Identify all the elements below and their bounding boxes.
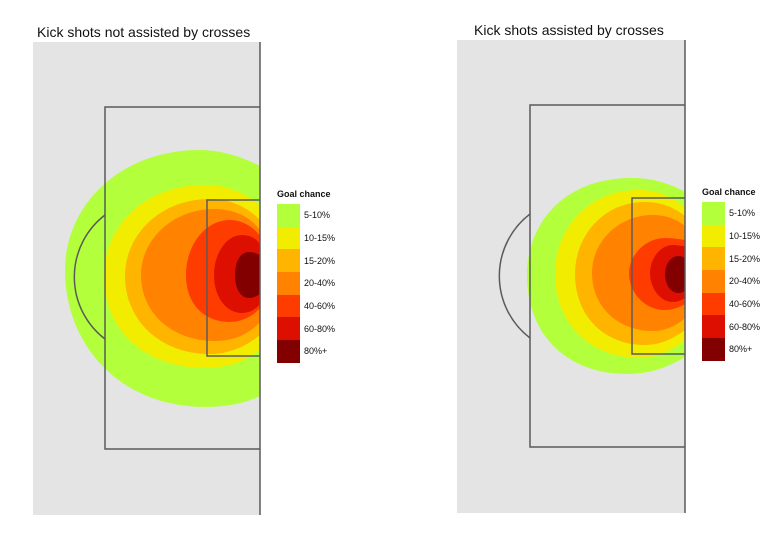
- legend-item: 5-10%: [702, 202, 760, 225]
- legend-label: 5-10%: [729, 208, 756, 219]
- pitch-lines: [498, 40, 686, 513]
- legend-swatch: [277, 294, 300, 318]
- penalty-box: [529, 104, 685, 448]
- legend-swatch: [277, 249, 300, 273]
- legend-item: 80%+: [702, 338, 760, 361]
- pitch-lines: [73, 42, 261, 515]
- legend-item: 40-60%: [277, 294, 336, 318]
- legend-swatch: [277, 204, 300, 227]
- legend-item: 60-80%: [277, 317, 336, 341]
- legend-swatch: [702, 247, 725, 271]
- legend-swatch: [277, 272, 300, 295]
- chart-title: Kick shots assisted by crosses: [474, 22, 664, 38]
- legend-item: 5-10%: [277, 204, 335, 227]
- legend-item: 15-20%: [277, 249, 336, 273]
- legend-label: 20-40%: [304, 278, 336, 289]
- legend-item: 10-15%: [702, 224, 761, 248]
- legend-label: 80%+: [729, 344, 753, 355]
- chart-panel-assisted: Kick shots assisted by crosses Goal chan…: [387, 0, 774, 539]
- legend-label: 20-40%: [729, 276, 761, 287]
- legend-label: 80%+: [304, 346, 328, 357]
- legend-item: 10-15%: [277, 226, 336, 250]
- contour-80-plus: [235, 252, 260, 298]
- legend-item: 20-40%: [277, 272, 335, 295]
- goal-chance-contours: [65, 150, 260, 407]
- legend-item: 40-60%: [702, 292, 761, 316]
- legend-item: 80%+: [277, 340, 335, 363]
- legend-swatch: [702, 270, 725, 293]
- legend-label: 15-20%: [729, 253, 761, 264]
- legend-label: 10-15%: [304, 233, 336, 244]
- pitch-plot: [33, 42, 261, 515]
- legend: Goal chance 5-10% 10-15% 15-20% 20-40% 4…: [702, 187, 760, 361]
- legend-swatch: [277, 226, 300, 250]
- legend-label: 10-15%: [729, 231, 761, 242]
- pitch-plot: [457, 40, 686, 513]
- six-yard-box: [631, 197, 685, 355]
- legend-item: 15-20%: [702, 247, 761, 271]
- contour-80-plus: [665, 256, 685, 293]
- legend-swatch: [702, 224, 725, 248]
- legend-label: 40-60%: [729, 299, 761, 310]
- chart-title: Kick shots not assisted by crosses: [37, 24, 251, 40]
- legend-title: Goal chance: [702, 187, 756, 197]
- legend-swatch: [702, 338, 725, 361]
- six-yard-box: [206, 199, 260, 357]
- goal-chance-contours: [527, 178, 685, 374]
- legend-item: 60-80%: [702, 315, 761, 339]
- legend: Goal chance 5-10% 10-15% 15-20% 20-40% 4…: [277, 189, 335, 363]
- legend-item: 20-40%: [702, 270, 760, 293]
- legend-swatch: [702, 202, 725, 225]
- legend-swatch: [702, 315, 725, 339]
- legend-swatch: [277, 340, 300, 363]
- penalty-arc: [73, 214, 106, 340]
- legend-label: 5-10%: [304, 210, 331, 221]
- legend-label: 60-80%: [729, 321, 761, 332]
- legend-swatch: [277, 317, 300, 341]
- legend-label: 40-60%: [304, 301, 336, 312]
- legend-label: 60-80%: [304, 323, 336, 334]
- legend-swatch: [702, 292, 725, 316]
- legend-title: Goal chance: [277, 189, 331, 199]
- chart-panel-not-assisted: Kick shots not assisted by crosses Goal …: [33, 24, 335, 515]
- penalty-arc: [498, 213, 531, 339]
- legend-label: 15-20%: [304, 255, 336, 266]
- penalty-box: [104, 106, 260, 450]
